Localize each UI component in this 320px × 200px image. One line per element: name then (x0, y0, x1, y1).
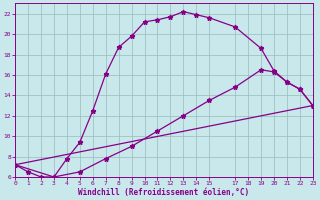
X-axis label: Windchill (Refroidissement éolien,°C): Windchill (Refroidissement éolien,°C) (78, 188, 250, 197)
